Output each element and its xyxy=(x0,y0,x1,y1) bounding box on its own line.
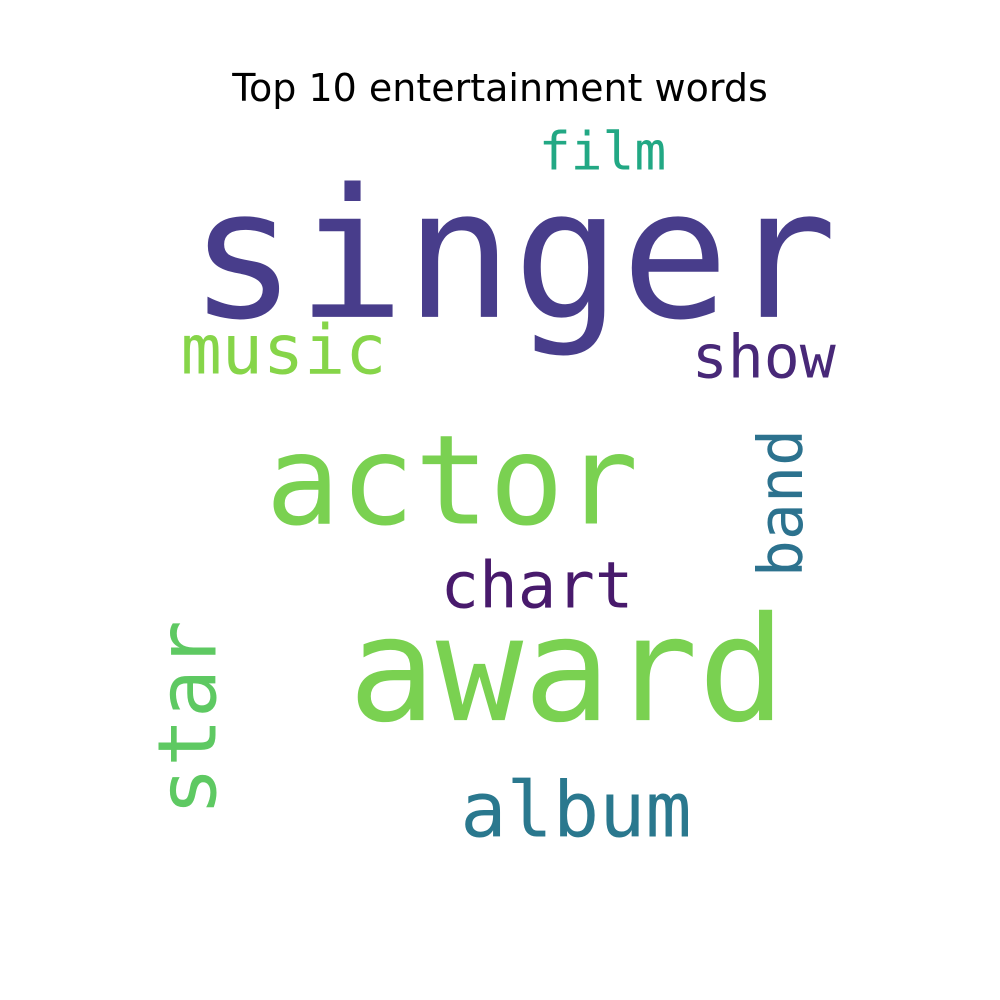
word-singer: singer xyxy=(189,151,837,360)
word-award: award xyxy=(348,586,785,755)
chart-title: Top 10 entertainment words xyxy=(232,66,768,110)
word-album: album xyxy=(460,767,692,856)
word-film: film xyxy=(539,121,667,182)
word-chart: chart xyxy=(441,550,634,624)
word-actor: actor xyxy=(265,409,638,553)
word-star: star xyxy=(142,620,236,816)
word-show: show xyxy=(692,323,837,393)
word-music: music xyxy=(181,312,387,391)
word-band: band xyxy=(745,429,817,577)
